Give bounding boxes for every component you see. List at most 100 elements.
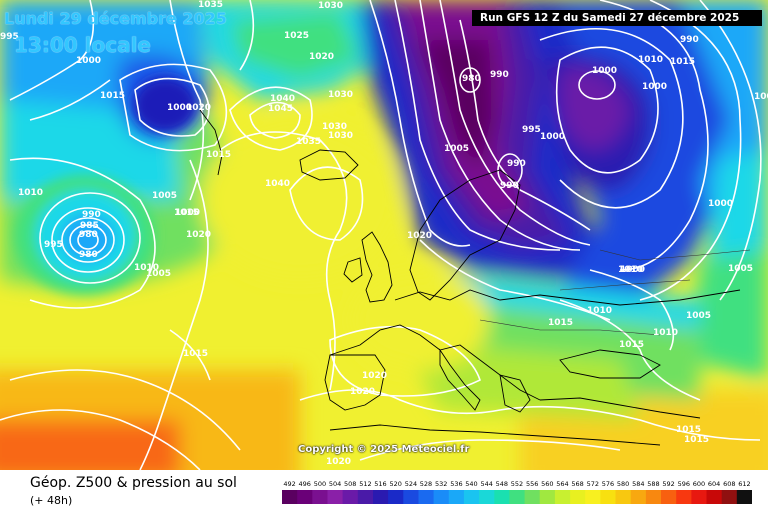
- isobar-label: 1020: [326, 457, 351, 467]
- weather-map: 1035 1030 1025 1020 1030 1015 995 1000 1…: [0, 0, 768, 470]
- forecast-time: 13:00 locale: [14, 33, 151, 57]
- scale-label: 592: [662, 480, 674, 488]
- scale-swatch: [357, 490, 374, 504]
- scale-swatch: [479, 490, 495, 504]
- scale-label: 548: [496, 480, 508, 488]
- lead-time: (+ 48h): [30, 494, 73, 507]
- scale-label: 496: [298, 480, 310, 488]
- scale-swatch: [312, 490, 328, 504]
- isobar-label: 1010: [134, 263, 159, 273]
- isobar-label: 980: [79, 250, 98, 260]
- scale-swatch: [554, 490, 571, 504]
- isobar-label: 1030: [318, 1, 343, 11]
- isobar-label: 1015: [548, 318, 573, 328]
- scale-label: 580: [617, 480, 629, 488]
- isobar-label: 1015: [206, 150, 231, 160]
- isobar-label: 1000: [708, 199, 733, 209]
- scale-swatch: [630, 490, 647, 504]
- isobar-label: 1000: [592, 66, 617, 76]
- scale-label: 604: [708, 480, 720, 488]
- scale-swatch: [570, 490, 586, 504]
- scale-label: 588: [647, 480, 659, 488]
- coastlines: [199, 109, 751, 446]
- scale-swatch: [448, 490, 465, 504]
- scale-swatch: [539, 490, 556, 504]
- scale-swatch: [297, 490, 313, 504]
- scale-label: 568: [571, 480, 583, 488]
- isobar-label: 1000: [620, 265, 645, 275]
- scale-label: 612: [738, 480, 750, 488]
- isobar-label: 1040: [270, 94, 295, 104]
- isobar-labels: 1035 1030 1025 1020 1030 1015 995 1000 1…: [0, 0, 768, 467]
- isobar-label: 1020: [350, 387, 375, 397]
- scale-swatch: [282, 490, 298, 504]
- isobar-label: 1010: [618, 265, 643, 275]
- copyright: Copyright © 2025 Meteociel.fr: [298, 444, 470, 455]
- isobar-label: 1000: [76, 56, 101, 66]
- isobar-label: 1005: [754, 92, 768, 102]
- scale-swatch: [615, 490, 632, 504]
- isobar-label: 1015: [183, 349, 208, 359]
- scale-label: 524: [405, 480, 417, 488]
- scale-swatch: [736, 490, 752, 504]
- isobar-label: 990: [500, 181, 519, 191]
- scale-label: 564: [556, 480, 568, 488]
- scale-label: 532: [435, 480, 447, 488]
- isobar-label: 1030: [328, 131, 353, 141]
- scale-swatch: [645, 490, 662, 504]
- isobar-label: 990: [507, 159, 526, 169]
- isobar-label: 1020: [186, 103, 211, 113]
- scale-label: 504: [329, 480, 341, 488]
- isobar-label: 1020: [362, 371, 387, 381]
- scale-label: 540: [465, 480, 477, 488]
- isobar-label: 980: [79, 230, 98, 240]
- isobar-label: 1000: [540, 132, 565, 142]
- scale-swatch: [691, 490, 708, 504]
- isobar-label: 1030: [322, 122, 347, 132]
- scale-label: 572: [587, 480, 599, 488]
- isobar-label: 1000: [642, 82, 667, 92]
- scale-label: 492: [283, 480, 295, 488]
- scale-label: 576: [602, 480, 614, 488]
- scale-swatch: [373, 490, 389, 504]
- isobar-label: 1000: [175, 208, 200, 218]
- isobar-label: 1005: [686, 311, 711, 321]
- isobar-label: 995: [44, 240, 63, 250]
- scale-swatch: [342, 490, 359, 504]
- scale-label: 536: [450, 480, 462, 488]
- isobar-label: 1015: [619, 340, 644, 350]
- scale-swatch: [524, 490, 541, 504]
- isobar-label: 1045: [268, 104, 293, 114]
- scale-label: 544: [480, 480, 492, 488]
- isobar-label: 995: [522, 125, 541, 135]
- scale-swatch: [721, 490, 738, 504]
- z500-shading: [0, 0, 768, 470]
- scale-label: 500: [314, 480, 326, 488]
- isobar-label: 1010: [587, 306, 612, 316]
- isobar-label: 1020: [186, 230, 211, 240]
- parameter-title: Géop. Z500 & pression au sol: [30, 475, 237, 491]
- isobar-label: 1015: [684, 435, 709, 445]
- isobar-label: 1005: [444, 144, 469, 154]
- isobar-label: 1020: [309, 52, 334, 62]
- isobar-label: 995: [0, 32, 19, 42]
- isobar-label: 990: [82, 210, 101, 220]
- isobar-label: 990: [490, 70, 509, 80]
- isobar-label: 985: [80, 221, 99, 231]
- isobar-lines: [0, 0, 762, 470]
- isobar-label: 1005: [146, 269, 171, 279]
- isobar-label: 1015: [100, 91, 125, 101]
- scale-label: 600: [693, 480, 705, 488]
- color-scale: 492 496 500 504 508 512 516 520 524 528 532 536 540 5…: [282, 480, 752, 504]
- scale-label: 528: [420, 480, 432, 488]
- isobar-label: 1030: [328, 90, 353, 100]
- isobar-label: 1015: [174, 208, 199, 218]
- isobar-label: 1025: [284, 31, 309, 41]
- forecast-date: Lundi 29 décembre 2025: [4, 9, 227, 28]
- isobar-label: 1005: [728, 264, 753, 274]
- isobar-label: 1020: [407, 231, 432, 241]
- scale-swatch: [433, 490, 450, 504]
- scale-swatch: [463, 490, 480, 504]
- scale-swatch: [676, 490, 692, 504]
- scale-label: 552: [511, 480, 523, 488]
